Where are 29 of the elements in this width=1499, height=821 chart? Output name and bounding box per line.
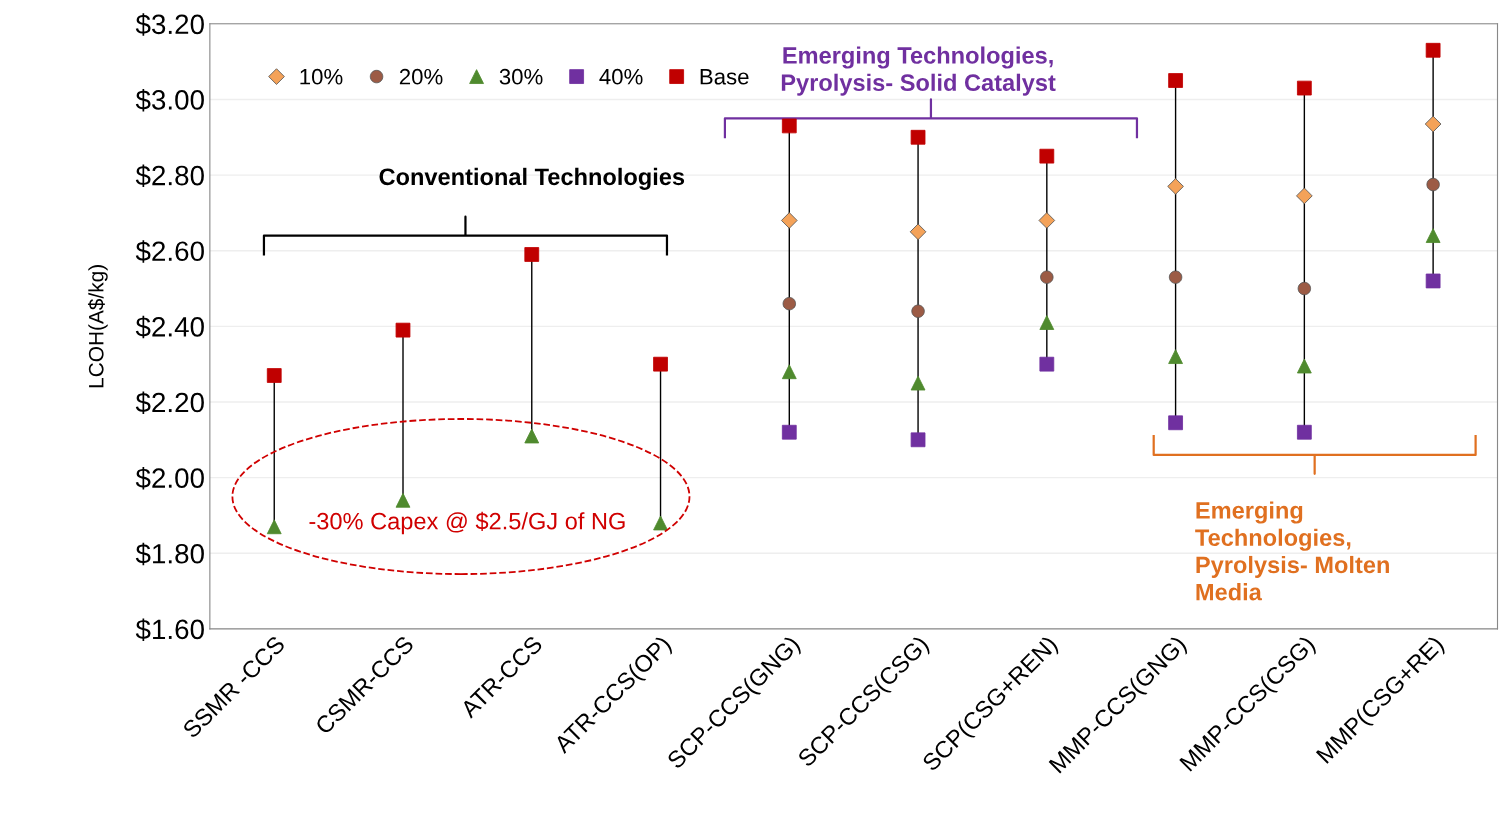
point (781, 118, 797, 134)
point (1425, 42, 1441, 58)
y-tick-label: $1.80 (135, 542, 204, 566)
point (910, 129, 926, 145)
legend-label: Base (700, 69, 749, 85)
y-tick-label: $2.40 (135, 315, 204, 339)
y-tick-label: $2.60 (135, 240, 204, 263)
point (1296, 80, 1312, 96)
y-tick-label: $1.60 (135, 618, 204, 641)
point (1168, 349, 1183, 364)
y-tick-label: $3.00 (135, 88, 204, 112)
y-tick-label: $3.20 (135, 13, 204, 36)
annotation: Emerging Technologies, Pyrolysis- Molten Media (1195, 501, 1389, 601)
y-tick-label: $2.80 (135, 164, 204, 188)
point (1168, 415, 1183, 431)
annotation: Emerging Technologies, Pyrolysis- Solid Catalyst (781, 46, 1056, 96)
legend-label: 20% (399, 68, 443, 85)
legend-label: 40% (599, 68, 643, 85)
point (1039, 315, 1055, 330)
annotation: -30% Capex @ $2.5/GJ of NG (309, 511, 625, 535)
point (910, 432, 926, 448)
y-tick-label: $2.00 (135, 467, 204, 490)
point (1425, 273, 1441, 289)
annotation: Conventional Technologies (379, 167, 685, 190)
point (1039, 148, 1055, 164)
legend-label: 10% (300, 68, 343, 85)
legend-label: 30% (499, 68, 543, 85)
y-axis-title: LCOH(A$/kg) (87, 265, 108, 388)
y-tick-label: $2.20 (135, 391, 204, 414)
